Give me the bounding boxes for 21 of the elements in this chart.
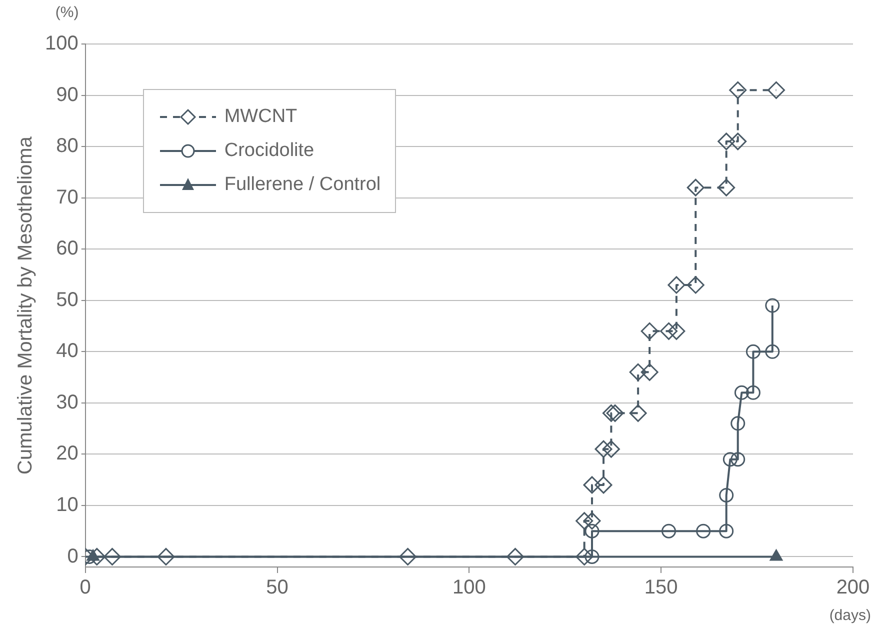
y-tick-label: 40	[56, 340, 78, 362]
y-tick-label: 10	[56, 494, 78, 516]
y-tick-label: 0	[67, 545, 78, 568]
y-tick-label: 80	[56, 135, 78, 158]
y-tick-label: 70	[56, 186, 78, 208]
y-tick-label: 100	[44, 32, 78, 55]
legend-label: MWCNT	[224, 106, 298, 128]
legend-label: Crocidolite	[224, 140, 314, 162]
x-tick-label: 200	[836, 576, 870, 599]
y-tick-label: 60	[56, 238, 78, 260]
text: (%)	[55, 4, 79, 21]
y-tick-label: 90	[56, 84, 78, 106]
x-tick-label: 100	[452, 576, 486, 599]
legend-label: Fullerene / Control	[224, 174, 381, 196]
y-tick-label: 30	[56, 391, 78, 414]
y-axis-title: Cumulative Mortality by Mesothelioma	[14, 136, 37, 474]
y-tick-label: 50	[56, 288, 78, 311]
x-tick-label: 50	[266, 576, 288, 599]
y-tick-label: 20	[56, 442, 78, 465]
text: (days)	[829, 607, 871, 624]
x-tick-label: 150	[644, 576, 678, 599]
